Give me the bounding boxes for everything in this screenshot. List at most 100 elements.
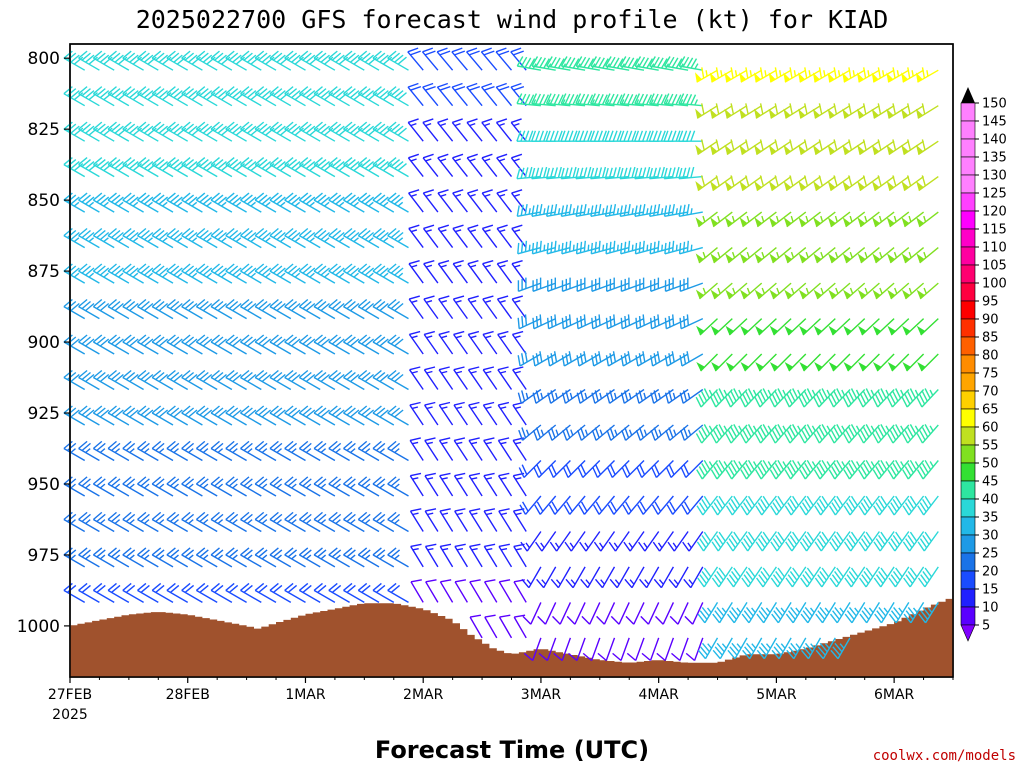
wind-barb bbox=[784, 247, 807, 264]
wind-barb bbox=[372, 582, 395, 604]
wind-barb bbox=[107, 476, 130, 497]
wind-barb bbox=[78, 334, 100, 355]
wind-barb bbox=[181, 86, 203, 107]
wind-barb bbox=[298, 86, 321, 107]
wind-barb bbox=[568, 637, 586, 662]
wind-barb bbox=[755, 353, 777, 372]
wind-barb bbox=[254, 192, 277, 213]
wind-barb bbox=[210, 227, 233, 249]
wind-barb bbox=[872, 282, 895, 300]
wind-barb bbox=[410, 543, 424, 568]
wind-barb bbox=[916, 459, 939, 480]
wind-barb bbox=[452, 260, 468, 284]
wind-barb bbox=[827, 175, 851, 192]
wind-barb bbox=[372, 50, 395, 71]
wind-barb bbox=[424, 437, 439, 461]
wind-barb bbox=[313, 86, 336, 107]
wind-barb bbox=[532, 351, 557, 367]
wind-barb bbox=[269, 157, 292, 178]
wind-barb bbox=[137, 547, 159, 568]
wind-barb bbox=[328, 263, 350, 284]
wind-barb bbox=[284, 86, 306, 107]
wind-barb bbox=[520, 531, 542, 552]
wind-barb bbox=[858, 353, 880, 372]
wind-barb bbox=[665, 460, 689, 478]
wind-barb bbox=[622, 495, 645, 515]
wind-barb bbox=[695, 388, 719, 408]
wind-barb bbox=[357, 369, 380, 391]
wind-barb bbox=[269, 227, 292, 249]
wind-barb bbox=[709, 139, 733, 156]
wind-barb bbox=[166, 547, 189, 568]
colorbar-cell bbox=[960, 372, 976, 392]
wind-barb bbox=[651, 460, 674, 478]
wind-barb bbox=[343, 121, 365, 142]
wind-barb bbox=[901, 424, 925, 444]
wind-barb bbox=[547, 424, 571, 441]
wind-barb bbox=[709, 67, 733, 83]
wind-barb bbox=[92, 476, 115, 497]
wind-barb bbox=[181, 547, 203, 568]
x-tick-label: 28FEB bbox=[166, 687, 210, 703]
y-tick-label: 900 bbox=[28, 333, 60, 353]
wind-barb bbox=[655, 602, 675, 625]
wind-barb bbox=[726, 602, 748, 624]
wind-barb bbox=[210, 582, 233, 604]
wind-barb bbox=[210, 298, 233, 320]
wind-barb bbox=[684, 602, 704, 625]
colorbar-label: 95 bbox=[982, 295, 999, 310]
wind-barb bbox=[532, 388, 557, 404]
wind-barb bbox=[695, 67, 718, 83]
wind-barb bbox=[538, 637, 557, 662]
wind-barb bbox=[754, 388, 777, 408]
wind-barb bbox=[387, 192, 409, 213]
wind-barb bbox=[151, 547, 174, 568]
wind-barb bbox=[697, 602, 719, 624]
wind-barb bbox=[604, 93, 630, 107]
wind-barb bbox=[696, 459, 719, 480]
wind-barb bbox=[240, 192, 262, 213]
wind-barb bbox=[619, 166, 645, 180]
wind-barb bbox=[872, 459, 895, 480]
wind-barb bbox=[857, 388, 880, 408]
colorbar-cell bbox=[960, 570, 976, 590]
wind-barb bbox=[695, 103, 718, 119]
colorbar-cell bbox=[960, 336, 976, 356]
wind-barb bbox=[683, 566, 704, 589]
wind-barb bbox=[210, 405, 233, 426]
wind-barb bbox=[634, 166, 659, 180]
wind-barb bbox=[634, 56, 659, 71]
wind-barb bbox=[254, 369, 277, 391]
wind-barb bbox=[843, 318, 866, 336]
colorbar-cell bbox=[960, 462, 976, 482]
y-tick-label: 800 bbox=[28, 49, 60, 69]
wind-barb bbox=[828, 353, 851, 372]
wind-barb bbox=[166, 227, 189, 249]
wind-barb bbox=[888, 602, 910, 624]
wind-barb bbox=[901, 139, 924, 156]
wind-barb bbox=[372, 121, 395, 142]
wind-barb bbox=[284, 263, 306, 284]
wind-barb bbox=[755, 531, 777, 552]
wind-barb bbox=[122, 476, 144, 497]
wind-barb bbox=[814, 566, 836, 588]
wind-barb bbox=[107, 192, 130, 213]
wind-barb bbox=[612, 637, 630, 662]
colorbar-cell bbox=[960, 606, 976, 626]
wind-barb bbox=[122, 582, 144, 604]
wind-barb bbox=[151, 369, 174, 391]
wind-barb bbox=[423, 260, 439, 284]
wind-barb bbox=[372, 157, 395, 178]
wind-barb bbox=[357, 50, 380, 71]
wind-barb bbox=[166, 298, 189, 320]
wind-barb bbox=[298, 547, 321, 568]
wind-barb bbox=[696, 353, 718, 372]
x-tick-label: 3MAR bbox=[521, 687, 562, 703]
wind-barb bbox=[768, 103, 792, 119]
wind-barb bbox=[181, 192, 203, 213]
wind-barb bbox=[858, 318, 880, 336]
wind-barb bbox=[754, 424, 777, 444]
wind-barb bbox=[92, 511, 115, 533]
wind-barb bbox=[166, 405, 189, 426]
